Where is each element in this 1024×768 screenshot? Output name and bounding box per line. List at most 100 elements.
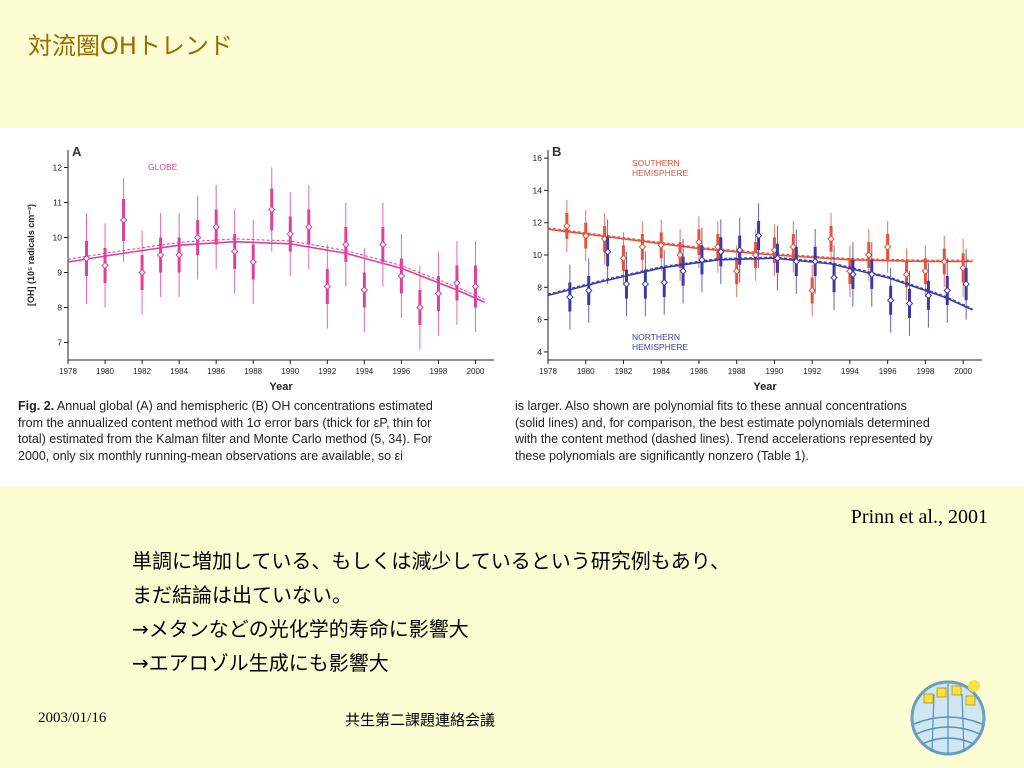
data-point — [732, 267, 741, 275]
x-tick-label: 1992 — [318, 367, 336, 376]
x-tick-label: 1998 — [430, 367, 448, 376]
data-point — [660, 278, 668, 287]
body-line: →エアロゾル生成にも影響大 — [132, 651, 389, 675]
figure-panel: 1978 1980 1982 1984 1986 1988 1990 1992 1994 1996… — [0, 128, 1024, 486]
caption-right-line: with the content method (dashed lines). … — [515, 432, 933, 446]
y-tick-label: 8 — [537, 282, 542, 292]
data-point — [416, 303, 424, 312]
data-point — [789, 243, 798, 251]
data-point — [101, 261, 109, 270]
y-tick-label: 11 — [53, 198, 62, 208]
x-tick-label: 1994 — [355, 367, 373, 376]
data-point — [735, 246, 744, 254]
data-point — [566, 293, 574, 301]
data-point — [902, 270, 911, 279]
data-point — [622, 280, 631, 288]
data-point — [924, 291, 933, 300]
series-label: NORTHERN — [632, 332, 680, 342]
data-point — [193, 233, 202, 242]
caption-right-line: these polynomials are significantly nonz… — [515, 448, 809, 463]
series-label: SOUTHERN — [632, 158, 680, 168]
data-point — [453, 279, 461, 287]
data-point — [943, 286, 951, 295]
x-tick-label: 1980 — [577, 367, 595, 376]
y-tick-label: 14 — [533, 185, 543, 195]
fit-line-dashed — [547, 256, 973, 310]
x-tick-label: 1990 — [766, 367, 784, 376]
data-point — [657, 241, 665, 250]
data-point — [754, 231, 763, 240]
x-tick-label: 1978 — [59, 367, 77, 376]
data-point — [868, 270, 876, 279]
footer-meeting-name: 共生第二課題連絡会議 — [345, 711, 496, 729]
x-tick-label: 1992 — [803, 367, 821, 376]
x-tick-label: 1980 — [96, 367, 114, 376]
data-point — [323, 282, 332, 291]
y-tick-label: 12 — [533, 218, 543, 228]
x-tick-label: 1988 — [244, 367, 262, 376]
data-point — [849, 270, 857, 279]
globe-logo-icon — [910, 680, 986, 756]
x-tick-label: 1996 — [879, 367, 897, 376]
data-point — [212, 223, 220, 231]
x-tick-label: 1998 — [916, 367, 934, 376]
figure-caption-left: Fig. 2. Annual global (A) and hemispheri… — [18, 398, 493, 464]
x-tick-label: 1996 — [392, 367, 410, 376]
panel-label: B — [552, 144, 561, 159]
data-point — [792, 257, 801, 266]
data-point — [865, 251, 873, 259]
data-point — [959, 264, 967, 272]
x-tick-label: 1990 — [281, 367, 299, 376]
data-point — [175, 251, 183, 259]
caption-left-line: 2000, only six monthly running-mean obse… — [18, 448, 403, 463]
data-point — [830, 273, 838, 282]
data-point — [434, 289, 443, 298]
y-tick-label: 16 — [533, 153, 543, 163]
data-point — [249, 258, 257, 266]
y-tick-label: 4 — [537, 347, 542, 357]
data-point — [603, 248, 612, 256]
data-point — [808, 286, 816, 295]
data-point — [695, 238, 703, 246]
body-line: →メタンなどの光化学的寿命に影響大 — [132, 617, 469, 641]
y-tick-label: 10 — [533, 250, 543, 260]
data-point — [138, 268, 146, 277]
data-point — [156, 251, 165, 259]
series-label: GLOBE — [148, 162, 178, 172]
data-point — [230, 247, 239, 256]
fit-line-solid — [67, 240, 486, 303]
data-point — [905, 299, 914, 308]
data-point — [676, 251, 684, 259]
caption-left-line: total) estimated from the Kalman filter … — [18, 432, 433, 446]
data-point — [471, 282, 480, 291]
citation: Prinn et al., 2001 — [850, 506, 988, 528]
figure-caption-right: is larger. Also shown are polynomial fit… — [515, 398, 1010, 464]
body-line: 単調に増加している、もしくは減少しているという研究例もあり、 — [132, 549, 730, 573]
data-point — [717, 248, 725, 256]
caption-fig-label: Fig. 2. — [18, 399, 55, 413]
x-tick-label: 1982 — [615, 367, 633, 376]
x-tick-label: 1986 — [690, 367, 708, 376]
data-point — [940, 257, 948, 266]
caption-right-line: is larger. Also shown are polynomial fit… — [515, 399, 907, 413]
y-axis-label: [OH] (10⁵ radicals cm⁻³) — [26, 204, 36, 306]
data-point — [773, 254, 782, 262]
data-point — [82, 254, 91, 263]
chart-hemispheres: 1978 1980 1982 1984 1986 1988 1990 1992 1994 1996… — [533, 144, 982, 393]
data-point — [811, 257, 819, 266]
data-point — [268, 205, 276, 214]
x-tick-label: 1984 — [170, 367, 188, 376]
slide-title: 対流圏OHトレンド — [28, 32, 233, 60]
y-tick-label: 6 — [537, 315, 542, 325]
y-tick-label: 9 — [57, 268, 62, 278]
data-point — [827, 235, 835, 243]
chart-globe: 1978 1980 1982 1984 1986 1988 1990 1992 1994 1996… — [26, 144, 494, 393]
body-text: 単調に増加している、もしくは減少しているという研究例もあり、 まだ結論は出ていな… — [132, 544, 730, 680]
body-line: まだ結論は出ていない。 — [132, 583, 352, 607]
x-axis-label: Year — [753, 381, 777, 393]
panel-label: A — [72, 144, 82, 159]
x-tick-label: 2000 — [954, 367, 972, 376]
caption-right-line: (solid lines) and, for comparison, the b… — [515, 415, 930, 430]
data-point — [379, 240, 387, 249]
x-tick-label: 1988 — [728, 367, 746, 376]
